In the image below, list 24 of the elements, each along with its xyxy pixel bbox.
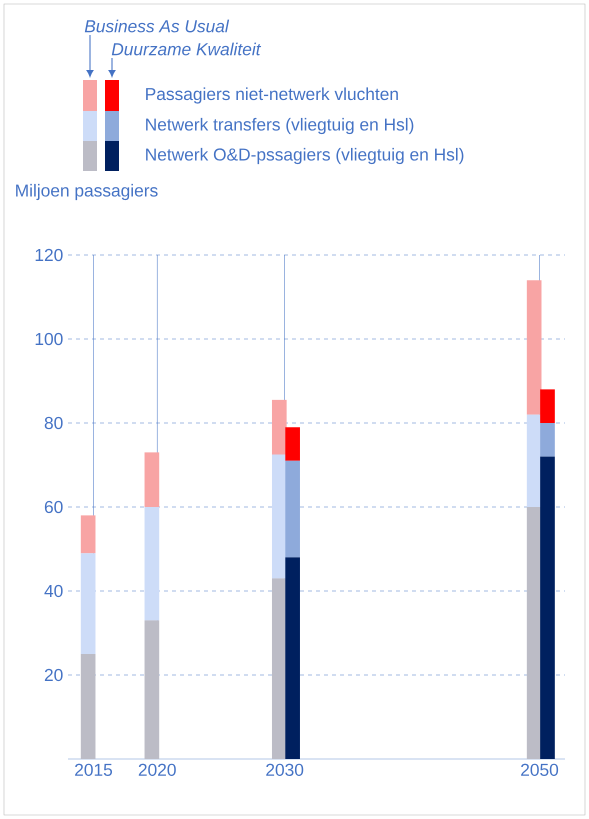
legend-label: Netwerk transfers (vliegtuig en Hsl) — [146, 118, 414, 134]
y-tick-label: 20 — [44, 668, 63, 682]
bar — [80, 553, 96, 654]
text: Business As Usual — [84, 20, 230, 32]
bar — [540, 389, 555, 423]
legend-title: Duurzame Kwaliteit — [112, 42, 262, 56]
y-tick-label: 100 — [36, 332, 63, 346]
y-tick-label: 120 — [36, 248, 63, 262]
y-tick-label: 80 — [44, 416, 63, 430]
legend-label: Passagiers niet-netwerk vluchten — [146, 87, 398, 104]
y-tick-label: 60 — [44, 500, 63, 514]
y-axis-title: Miljoen passagiers — [16, 184, 158, 200]
bar — [80, 654, 96, 759]
x-tick-label: 2030 — [266, 764, 304, 776]
bar — [144, 507, 160, 620]
bar — [526, 280, 542, 415]
y-tick-label: 40 — [44, 584, 63, 598]
x-tick-label: 2050 — [521, 764, 558, 776]
legend-label: Netwerk O&D-pssagiers (vliegtuig en Hsl) — [146, 148, 464, 164]
bar — [144, 620, 160, 759]
x-tick-label: 2015 — [75, 764, 112, 776]
x-tick-label: 2020 — [138, 764, 176, 776]
bar — [144, 452, 160, 507]
bar — [80, 515, 96, 554]
